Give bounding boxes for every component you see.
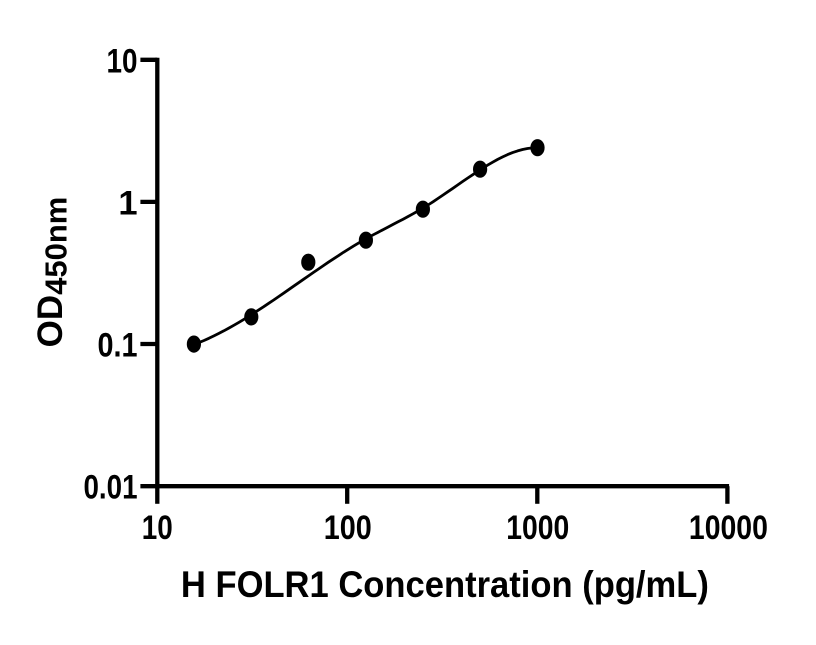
svg-text:10: 10 bbox=[142, 509, 173, 547]
svg-text:10000: 10000 bbox=[689, 509, 768, 547]
svg-text:0.01: 0.01 bbox=[84, 469, 138, 507]
svg-text:1000: 1000 bbox=[506, 509, 569, 547]
svg-text:0.1: 0.1 bbox=[98, 327, 138, 365]
svg-text:OD450nm: OD450nm bbox=[31, 197, 73, 348]
svg-text:100: 100 bbox=[324, 509, 372, 547]
svg-text:10: 10 bbox=[107, 42, 138, 80]
svg-text:H FOLR1 Concentration (pg/mL): H FOLR1 Concentration (pg/mL) bbox=[181, 564, 709, 605]
svg-text:1: 1 bbox=[118, 184, 137, 222]
